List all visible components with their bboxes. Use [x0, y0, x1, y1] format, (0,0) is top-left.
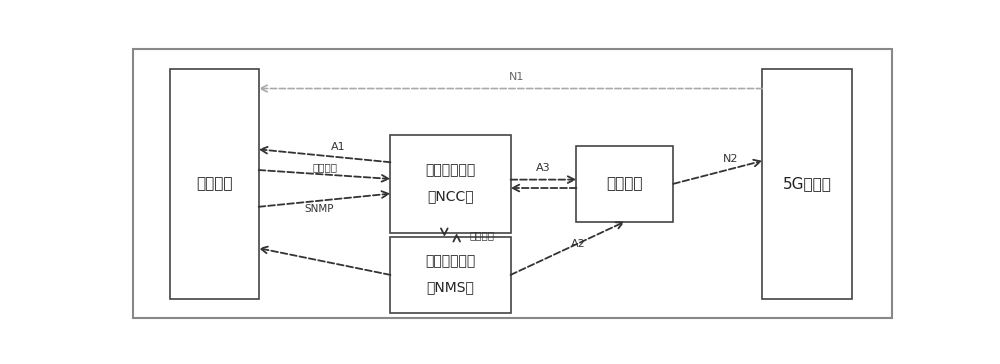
Bar — [390, 135, 511, 233]
Text: 卫星终端: 卫星终端 — [196, 176, 232, 191]
Text: 卫星链路: 卫星链路 — [312, 162, 337, 173]
Text: A2: A2 — [571, 239, 586, 249]
Text: 管控接口: 管控接口 — [470, 230, 495, 240]
Bar — [390, 237, 511, 313]
Text: （NMS）: （NMS） — [427, 281, 474, 294]
Text: N1: N1 — [509, 72, 524, 82]
Text: A3: A3 — [536, 163, 551, 173]
Text: 5G核心网: 5G核心网 — [783, 176, 831, 191]
Bar — [170, 69, 259, 299]
Text: SNMP: SNMP — [304, 203, 334, 214]
Bar — [576, 146, 673, 222]
Text: 网络管理系统: 网络管理系统 — [425, 254, 476, 268]
Text: A1: A1 — [331, 142, 345, 153]
Bar — [762, 69, 852, 299]
Text: （NCC）: （NCC） — [427, 189, 474, 203]
Text: N2: N2 — [723, 154, 739, 163]
Text: 互联网关: 互联网关 — [607, 176, 643, 191]
Text: 网络控制中心: 网络控制中心 — [425, 163, 476, 177]
